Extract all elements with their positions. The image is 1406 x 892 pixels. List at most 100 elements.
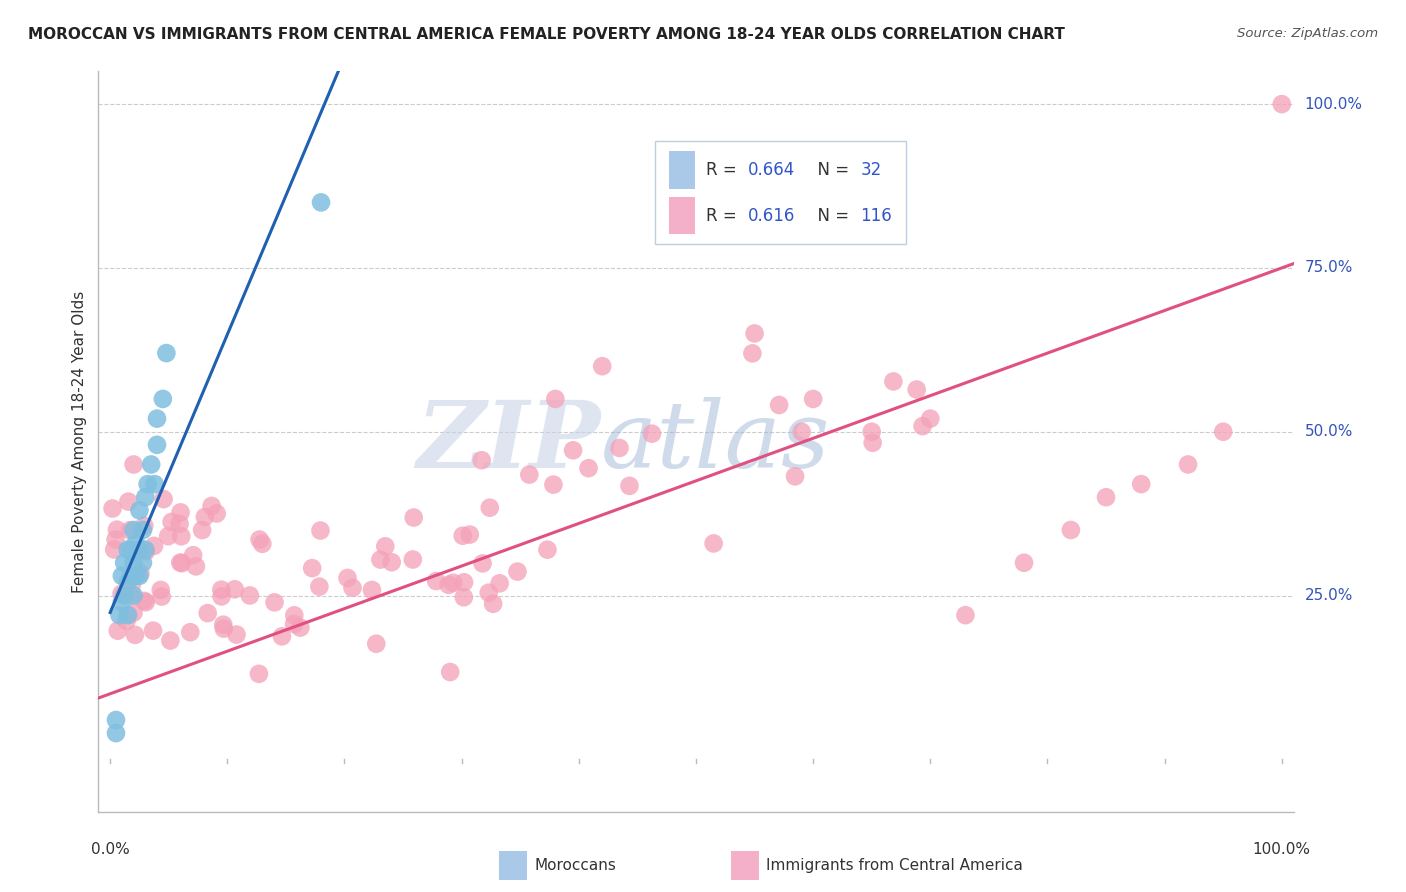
Point xyxy=(112,556,135,570)
Point xyxy=(290,621,312,635)
Point xyxy=(517,467,540,482)
Point xyxy=(619,479,641,493)
Point xyxy=(184,559,207,574)
Point xyxy=(105,713,128,727)
Point xyxy=(169,505,191,519)
Point xyxy=(117,608,139,623)
Point xyxy=(135,544,157,558)
Point xyxy=(247,666,270,681)
Y-axis label: Female Poverty Among 18-24 Year Olds: Female Poverty Among 18-24 Year Olds xyxy=(72,291,87,592)
Point xyxy=(111,595,134,609)
Point xyxy=(120,523,142,537)
Point xyxy=(103,542,125,557)
Point xyxy=(150,590,173,604)
Point xyxy=(471,453,494,467)
Point xyxy=(249,533,271,547)
Point xyxy=(112,589,135,603)
Point xyxy=(170,556,193,570)
Point xyxy=(309,195,332,210)
Point xyxy=(105,523,128,537)
Point xyxy=(141,458,163,472)
Point xyxy=(478,585,501,599)
Text: N =: N = xyxy=(807,207,855,225)
Point xyxy=(225,627,247,641)
Point xyxy=(181,548,204,562)
Point xyxy=(252,537,274,551)
Point xyxy=(1130,477,1153,491)
Point xyxy=(239,589,262,603)
Text: 0.664: 0.664 xyxy=(748,161,796,179)
Point xyxy=(115,614,138,628)
Point xyxy=(402,510,425,524)
Point xyxy=(308,580,330,594)
Point xyxy=(212,622,235,636)
Point xyxy=(117,575,139,590)
Text: R =: R = xyxy=(706,161,742,179)
Point xyxy=(578,461,600,475)
Point xyxy=(125,536,148,550)
Point xyxy=(488,576,510,591)
Point xyxy=(170,529,193,543)
Point xyxy=(458,527,481,541)
Point xyxy=(191,523,214,537)
Point xyxy=(117,542,139,557)
Point xyxy=(146,411,169,425)
Point xyxy=(101,501,124,516)
Point xyxy=(453,575,475,590)
Point xyxy=(152,492,174,507)
Point xyxy=(120,587,142,601)
Point xyxy=(179,625,201,640)
Point xyxy=(111,569,134,583)
Point xyxy=(107,624,129,638)
Point xyxy=(862,435,884,450)
Point xyxy=(122,589,145,603)
Text: Immigrants from Central America: Immigrants from Central America xyxy=(766,858,1024,872)
Point xyxy=(122,523,145,537)
Point xyxy=(135,595,157,609)
Point xyxy=(125,569,148,583)
Point xyxy=(124,628,146,642)
Point xyxy=(132,523,155,537)
Point xyxy=(122,606,145,620)
Point xyxy=(860,425,883,439)
Point xyxy=(439,665,461,679)
Point xyxy=(744,326,766,341)
Point xyxy=(801,392,824,406)
Point xyxy=(920,411,942,425)
Point xyxy=(482,597,505,611)
Point xyxy=(155,346,177,360)
Point xyxy=(143,477,166,491)
Point xyxy=(741,346,763,360)
Point xyxy=(152,392,174,406)
Point xyxy=(134,594,156,608)
Point xyxy=(366,637,388,651)
Point xyxy=(882,375,904,389)
Text: 75.0%: 75.0% xyxy=(1305,260,1353,276)
Text: 25.0%: 25.0% xyxy=(1305,588,1353,603)
Point xyxy=(271,629,294,643)
Point xyxy=(136,477,159,491)
Text: ZIP: ZIP xyxy=(416,397,600,486)
Text: atlas: atlas xyxy=(600,397,830,486)
Point xyxy=(143,539,166,553)
Text: Source: ZipAtlas.com: Source: ZipAtlas.com xyxy=(1237,27,1378,40)
Point xyxy=(301,561,323,575)
Point xyxy=(114,587,136,601)
Text: 100.0%: 100.0% xyxy=(1253,842,1310,857)
Point xyxy=(149,582,172,597)
Point xyxy=(437,578,460,592)
Point xyxy=(122,458,145,472)
Text: 116: 116 xyxy=(860,207,893,225)
Text: 32: 32 xyxy=(860,161,882,179)
Point xyxy=(283,617,305,632)
Point xyxy=(224,582,246,597)
Point xyxy=(309,524,332,538)
Text: 100.0%: 100.0% xyxy=(1305,96,1362,112)
Point xyxy=(157,529,180,543)
Point xyxy=(641,426,664,441)
Point xyxy=(212,617,235,632)
Point xyxy=(117,494,139,508)
Point xyxy=(451,529,474,543)
Text: 0.0%: 0.0% xyxy=(91,842,129,857)
Point xyxy=(117,607,139,622)
